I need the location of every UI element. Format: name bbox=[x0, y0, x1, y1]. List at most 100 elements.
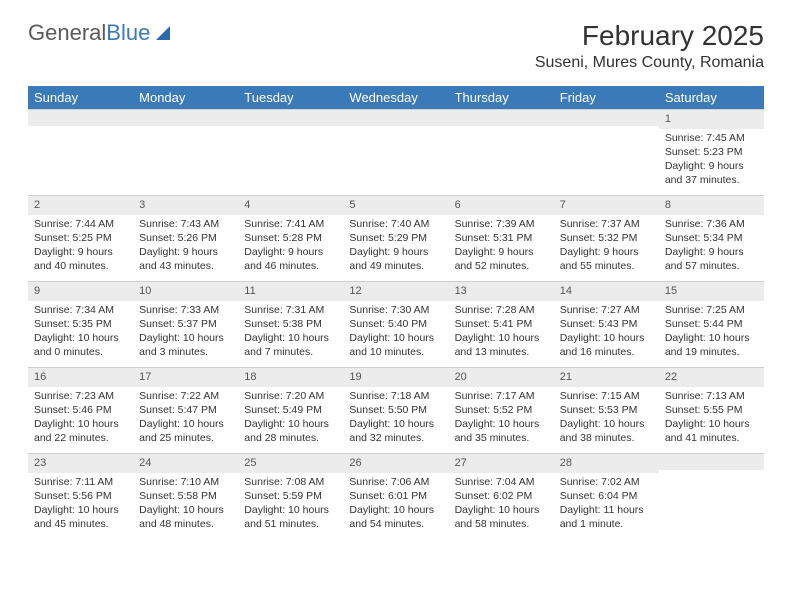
day-info-line: Sunrise: 7:43 AM bbox=[139, 217, 232, 231]
day-body: Sunrise: 7:15 AMSunset: 5:53 PMDaylight:… bbox=[554, 387, 659, 450]
day-info-line: Sunrise: 7:06 AM bbox=[349, 475, 442, 489]
day-number: 18 bbox=[238, 368, 343, 387]
day-info-line: Sunrise: 7:30 AM bbox=[349, 303, 442, 317]
calendar-day-cell: 18Sunrise: 7:20 AMSunset: 5:49 PMDayligh… bbox=[238, 368, 343, 454]
day-info-line: Sunset: 5:47 PM bbox=[139, 403, 232, 417]
day-header: Friday bbox=[554, 86, 659, 110]
day-info-line: Sunrise: 7:15 AM bbox=[560, 389, 653, 403]
day-body: Sunrise: 7:41 AMSunset: 5:28 PMDaylight:… bbox=[238, 215, 343, 278]
day-info-line: Sunrise: 7:08 AM bbox=[244, 475, 337, 489]
day-info-line: Daylight: 10 hours and 41 minutes. bbox=[665, 417, 758, 445]
day-info-line: Sunrise: 7:45 AM bbox=[665, 131, 758, 145]
day-info-line: Sunrise: 7:34 AM bbox=[34, 303, 127, 317]
day-number: 24 bbox=[133, 454, 238, 473]
calendar-day-cell: 16Sunrise: 7:23 AMSunset: 5:46 PMDayligh… bbox=[28, 368, 133, 454]
day-info-line: Daylight: 10 hours and 16 minutes. bbox=[560, 331, 653, 359]
calendar-day-cell: 21Sunrise: 7:15 AMSunset: 5:53 PMDayligh… bbox=[554, 368, 659, 454]
day-body: Sunrise: 7:23 AMSunset: 5:46 PMDaylight:… bbox=[28, 387, 133, 450]
day-info-line: Daylight: 10 hours and 51 minutes. bbox=[244, 503, 337, 531]
day-info-line: Sunrise: 7:17 AM bbox=[455, 389, 548, 403]
day-info-line: Daylight: 9 hours and 43 minutes. bbox=[139, 245, 232, 273]
day-info-line: Daylight: 9 hours and 37 minutes. bbox=[665, 159, 758, 187]
day-number bbox=[449, 110, 554, 126]
day-info-line: Daylight: 10 hours and 25 minutes. bbox=[139, 417, 232, 445]
day-body: Sunrise: 7:40 AMSunset: 5:29 PMDaylight:… bbox=[343, 215, 448, 278]
day-info-line: Sunset: 5:32 PM bbox=[560, 231, 653, 245]
day-number bbox=[659, 454, 764, 470]
day-body: Sunrise: 7:31 AMSunset: 5:38 PMDaylight:… bbox=[238, 301, 343, 364]
day-header: Sunday bbox=[28, 86, 133, 110]
day-info-line: Sunrise: 7:28 AM bbox=[455, 303, 548, 317]
day-number bbox=[28, 110, 133, 126]
day-body: Sunrise: 7:34 AMSunset: 5:35 PMDaylight:… bbox=[28, 301, 133, 364]
day-info-line: Daylight: 10 hours and 3 minutes. bbox=[139, 331, 232, 359]
day-info-line: Sunrise: 7:20 AM bbox=[244, 389, 337, 403]
calendar-day-cell: 4Sunrise: 7:41 AMSunset: 5:28 PMDaylight… bbox=[238, 196, 343, 282]
day-number: 9 bbox=[28, 282, 133, 301]
calendar-day-cell: 7Sunrise: 7:37 AMSunset: 5:32 PMDaylight… bbox=[554, 196, 659, 282]
day-info-line: Sunset: 5:28 PM bbox=[244, 231, 337, 245]
day-number: 1 bbox=[659, 110, 764, 129]
day-number: 6 bbox=[449, 196, 554, 215]
day-body: Sunrise: 7:30 AMSunset: 5:40 PMDaylight:… bbox=[343, 301, 448, 364]
day-info-line: Daylight: 10 hours and 38 minutes. bbox=[560, 417, 653, 445]
calendar-empty-cell bbox=[659, 454, 764, 540]
day-number: 23 bbox=[28, 454, 133, 473]
calendar-day-cell: 24Sunrise: 7:10 AMSunset: 5:58 PMDayligh… bbox=[133, 454, 238, 540]
day-info-line: Sunrise: 7:41 AM bbox=[244, 217, 337, 231]
calendar-day-cell: 9Sunrise: 7:34 AMSunset: 5:35 PMDaylight… bbox=[28, 282, 133, 368]
day-body: Sunrise: 7:10 AMSunset: 5:58 PMDaylight:… bbox=[133, 473, 238, 536]
calendar-empty-cell bbox=[133, 110, 238, 196]
calendar-day-cell: 19Sunrise: 7:18 AMSunset: 5:50 PMDayligh… bbox=[343, 368, 448, 454]
day-number bbox=[238, 110, 343, 126]
day-number: 3 bbox=[133, 196, 238, 215]
calendar-day-cell: 13Sunrise: 7:28 AMSunset: 5:41 PMDayligh… bbox=[449, 282, 554, 368]
day-body: Sunrise: 7:39 AMSunset: 5:31 PMDaylight:… bbox=[449, 215, 554, 278]
day-number: 28 bbox=[554, 454, 659, 473]
calendar-day-cell: 25Sunrise: 7:08 AMSunset: 5:59 PMDayligh… bbox=[238, 454, 343, 540]
day-info-line: Sunset: 5:53 PM bbox=[560, 403, 653, 417]
calendar-empty-cell bbox=[449, 110, 554, 196]
day-info-line: Daylight: 9 hours and 49 minutes. bbox=[349, 245, 442, 273]
calendar-day-cell: 22Sunrise: 7:13 AMSunset: 5:55 PMDayligh… bbox=[659, 368, 764, 454]
day-info-line: Sunset: 5:34 PM bbox=[665, 231, 758, 245]
calendar-day-cell: 6Sunrise: 7:39 AMSunset: 5:31 PMDaylight… bbox=[449, 196, 554, 282]
day-header: Tuesday bbox=[238, 86, 343, 110]
day-number: 21 bbox=[554, 368, 659, 387]
day-body: Sunrise: 7:17 AMSunset: 5:52 PMDaylight:… bbox=[449, 387, 554, 450]
day-body: Sunrise: 7:08 AMSunset: 5:59 PMDaylight:… bbox=[238, 473, 343, 536]
day-number: 13 bbox=[449, 282, 554, 301]
calendar-week-row: 9Sunrise: 7:34 AMSunset: 5:35 PMDaylight… bbox=[28, 282, 764, 368]
calendar-day-cell: 23 Sunrise: 7:11 AMSunset: 5:56 PMDayligh… bbox=[28, 454, 133, 540]
day-number: 20 bbox=[449, 368, 554, 387]
day-info-line: Sunset: 5:37 PM bbox=[139, 317, 232, 331]
day-info-line: Sunrise: 7:22 AM bbox=[139, 389, 232, 403]
day-info-line: Sunrise: 7:33 AM bbox=[139, 303, 232, 317]
calendar-day-cell: 14Sunrise: 7:27 AMSunset: 5:43 PMDayligh… bbox=[554, 282, 659, 368]
calendar-week-row: 1Sunrise: 7:45 AMSunset: 5:23 PMDaylight… bbox=[28, 110, 764, 196]
day-number: 25 bbox=[238, 454, 343, 473]
day-number bbox=[554, 110, 659, 126]
calendar-day-cell: 26Sunrise: 7:06 AMSunset: 6:01 PMDayligh… bbox=[343, 454, 448, 540]
day-info-line: Sunrise: 7:04 AM bbox=[455, 475, 548, 489]
day-info-line: Daylight: 10 hours and 45 minutes. bbox=[34, 503, 127, 531]
day-body: Sunrise: 7:33 AMSunset: 5:37 PMDaylight:… bbox=[133, 301, 238, 364]
day-number bbox=[133, 110, 238, 126]
day-number: 17 bbox=[133, 368, 238, 387]
day-info-line: Sunset: 5:43 PM bbox=[560, 317, 653, 331]
day-info-line: Sunrise: 7:11 AM bbox=[34, 475, 127, 489]
day-body: Sunrise: 7:02 AMSunset: 6:04 PMDaylight:… bbox=[554, 473, 659, 536]
day-header: Wednesday bbox=[343, 86, 448, 110]
day-body: Sunrise: 7:04 AMSunset: 6:02 PMDaylight:… bbox=[449, 473, 554, 536]
day-info-line: Sunset: 5:40 PM bbox=[349, 317, 442, 331]
day-body: Sunrise: 7:44 AMSunset: 5:25 PMDaylight:… bbox=[28, 215, 133, 278]
day-info-line: Sunrise: 7:40 AM bbox=[349, 217, 442, 231]
logo-text: GeneralBlue bbox=[28, 20, 150, 46]
calendar-day-cell: 1Sunrise: 7:45 AMSunset: 5:23 PMDaylight… bbox=[659, 110, 764, 196]
day-info-line: Sunset: 5:58 PM bbox=[139, 489, 232, 503]
logo-text-blue: Blue bbox=[106, 20, 150, 45]
day-info-line: Sunset: 5:56 PM bbox=[34, 489, 127, 503]
day-info-line: Sunrise: 7:10 AM bbox=[139, 475, 232, 489]
day-number: 19 bbox=[343, 368, 448, 387]
calendar-day-cell: 3Sunrise: 7:43 AMSunset: 5:26 PMDaylight… bbox=[133, 196, 238, 282]
